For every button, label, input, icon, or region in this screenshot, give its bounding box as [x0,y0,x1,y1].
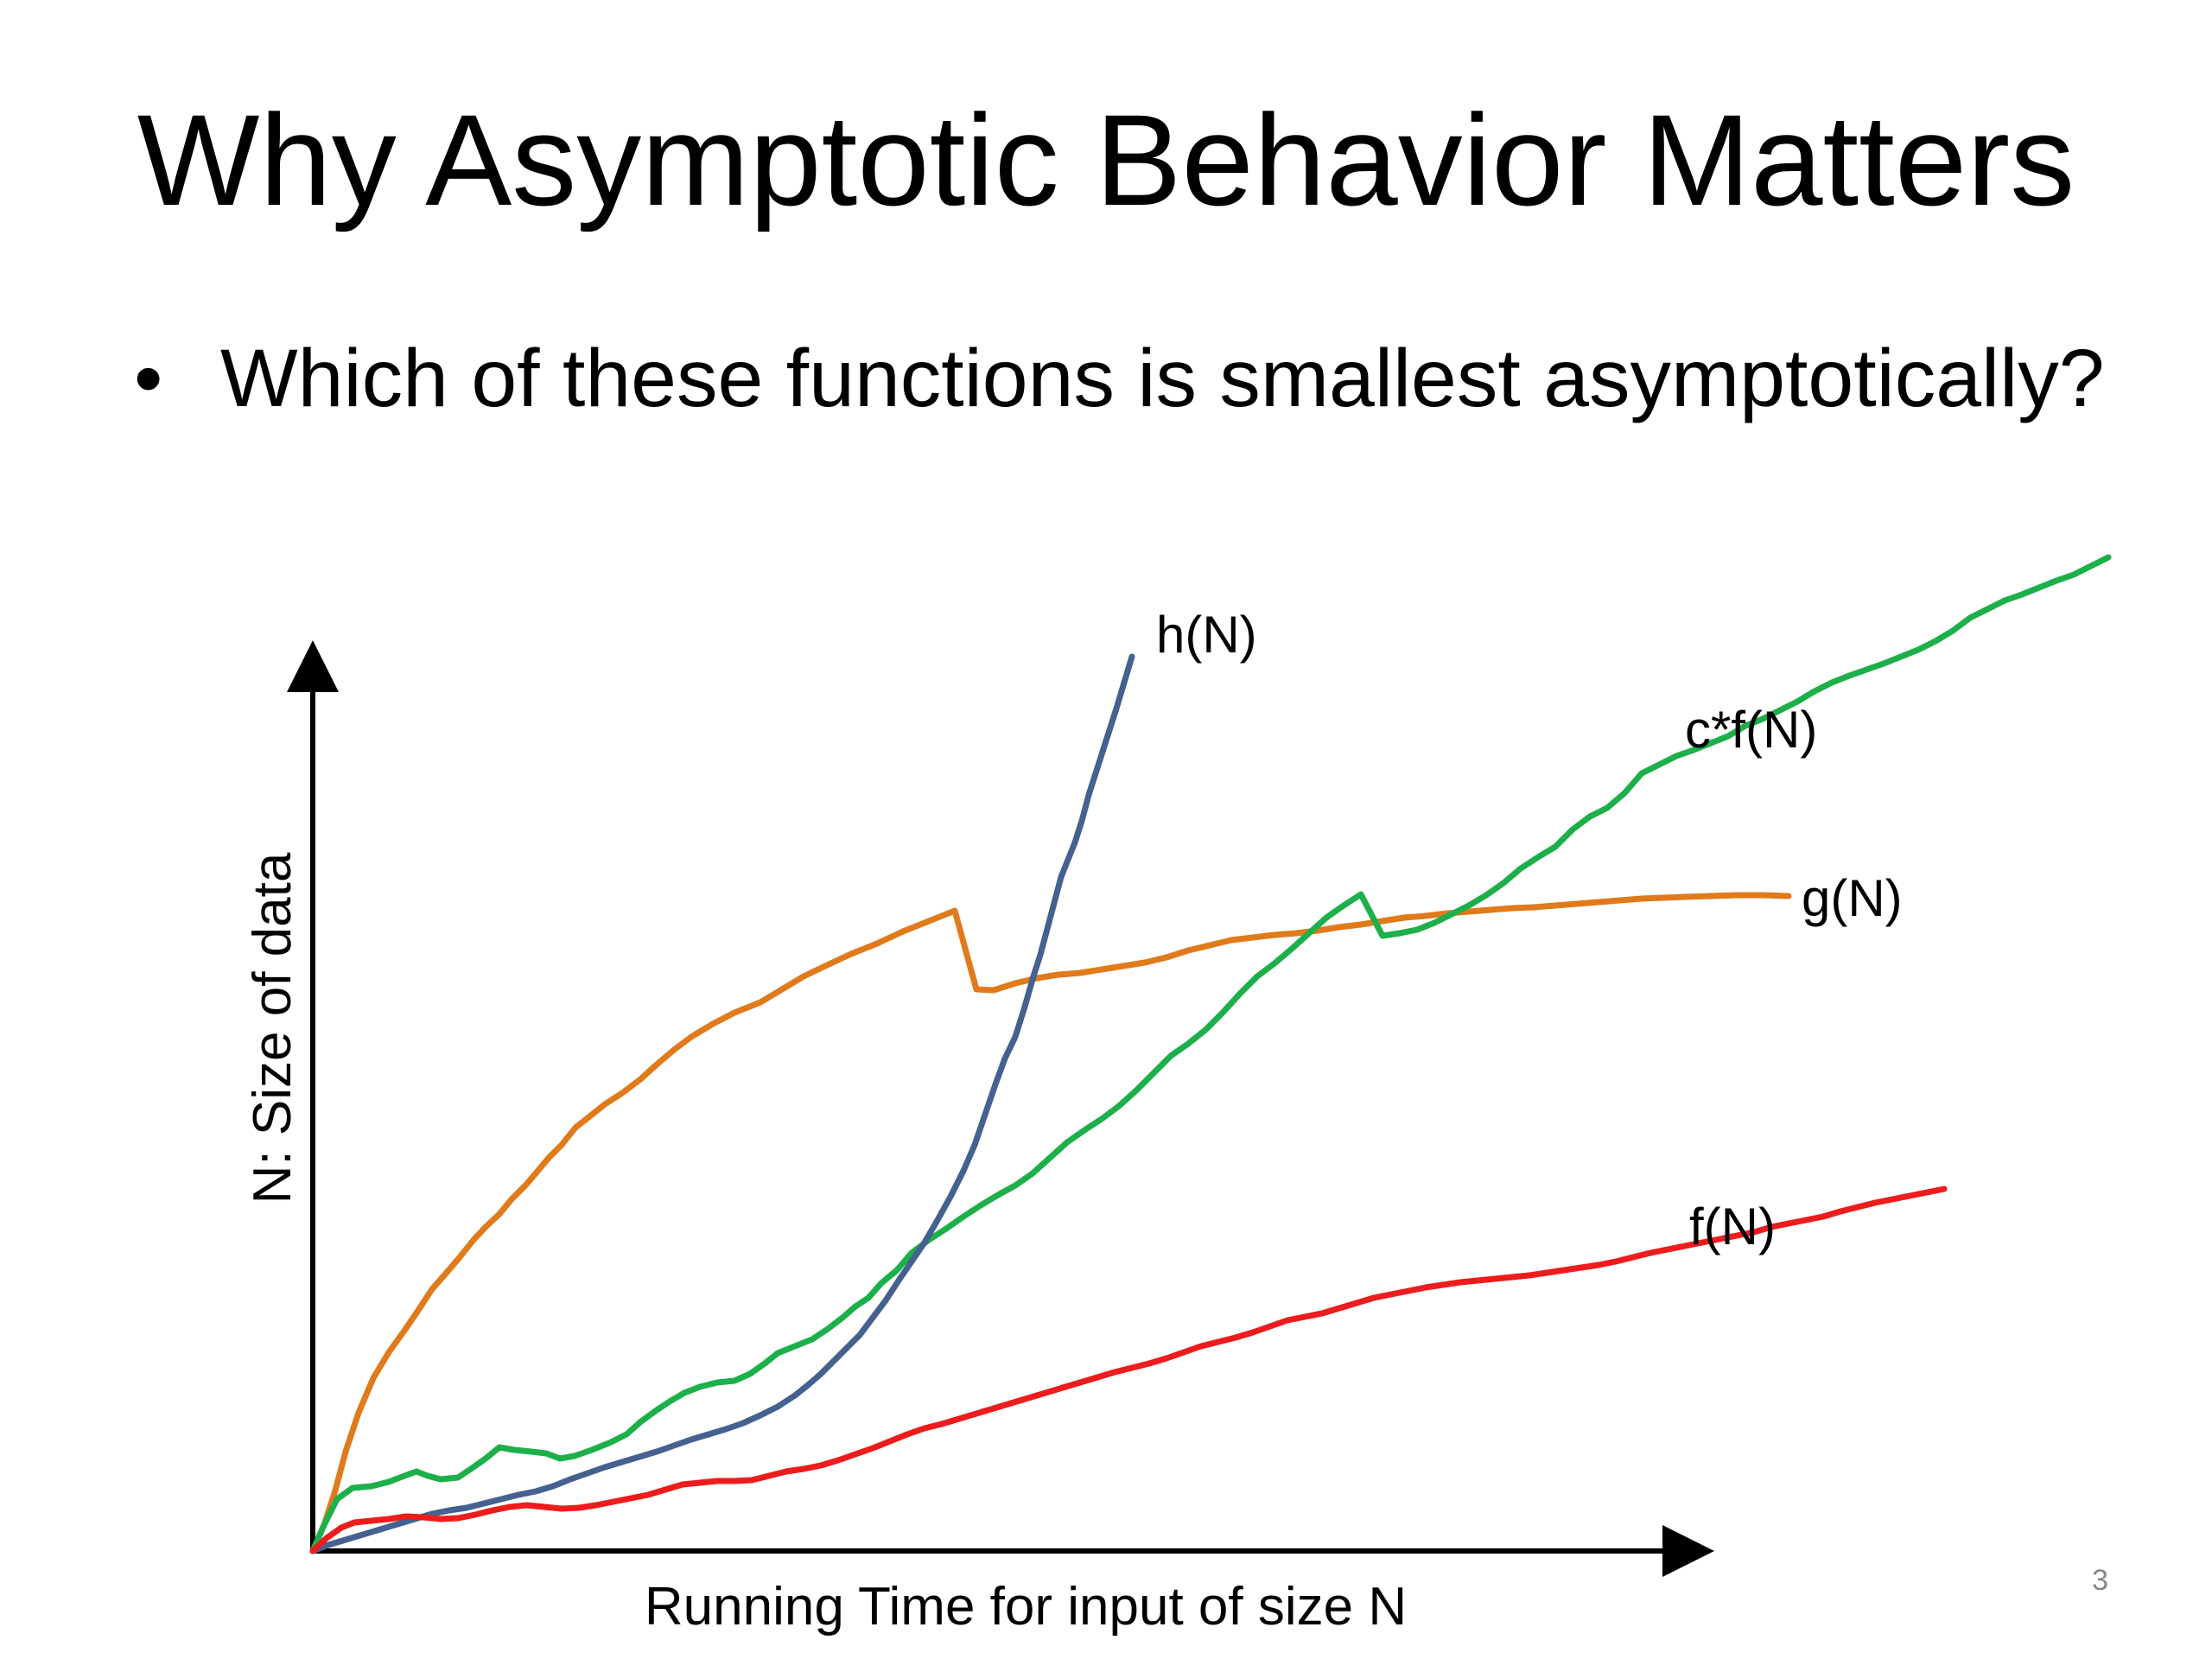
label-h-of-n: h(N) [1156,606,1257,664]
slide-title: Why Asymptotic Behavior Matters [137,87,2075,232]
series-c-f-line [309,554,2112,1554]
x-axis-label: Running Time for input of size N [645,1577,1407,1637]
bullet-text: Which of these functions is smallest asy… [220,333,2105,424]
slide-number: 3 [2092,1564,2108,1597]
bullet-marker: • [134,333,163,424]
bullet-point: • Which of these functions is smallest as… [134,327,2105,430]
label-f-of-n: f(N) [1689,1198,1776,1255]
series-g-line [309,892,1792,1554]
series-h-line [309,653,1135,1554]
label-c-f-of-n: c*f(N) [1685,701,1817,759]
series-f-line [309,1185,1948,1554]
label-g-of-n: g(N) [1802,869,1903,927]
y-axis-label: N: Size of data [243,852,302,1204]
